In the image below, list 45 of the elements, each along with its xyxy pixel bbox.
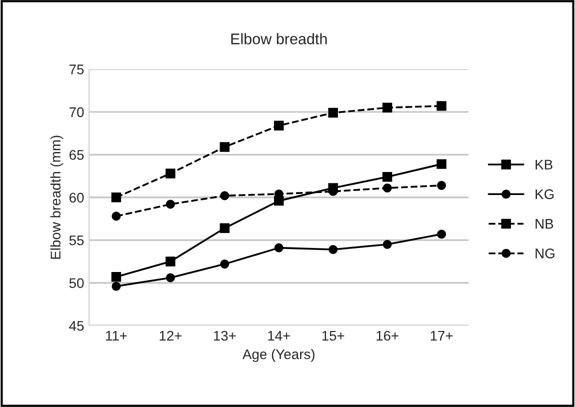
point [112, 212, 121, 221]
point [437, 230, 446, 239]
point [166, 200, 175, 209]
chart-title: Elbow breadth [231, 33, 327, 44]
point [328, 245, 338, 254]
point [111, 272, 122, 282]
point [328, 108, 338, 118]
point [112, 282, 121, 291]
point [274, 243, 284, 252]
point [274, 120, 284, 130]
point [437, 180, 446, 190]
x-tick-label: 13+ [214, 330, 236, 341]
legend-label: KG [536, 189, 554, 200]
x-tick-label: 12+ [160, 330, 182, 341]
point [166, 168, 176, 178]
y-tick-label: 70 [70, 107, 84, 118]
x-tick-label: 16+ [376, 330, 398, 341]
y-tick-label: 75 [70, 64, 84, 74]
legend-label: NB [536, 219, 554, 229]
point [436, 101, 446, 111]
x-tick-label: 17+ [430, 330, 453, 341]
y-tick-label: 50 [69, 278, 84, 288]
y-tick-label: 60 [70, 192, 84, 203]
point [220, 223, 230, 234]
point [166, 256, 176, 266]
y-axis-title: Elbow breadth (mm) [50, 136, 64, 259]
point [382, 183, 392, 193]
point [436, 159, 446, 169]
point [220, 191, 230, 200]
x-tick-label: 15+ [322, 330, 344, 341]
y-tick-label: 45 [69, 321, 84, 331]
point [220, 142, 230, 152]
legend-label: KB [536, 160, 552, 170]
x-axis-title: Age (Years) [242, 348, 314, 362]
x-tick-label: 14+ [268, 330, 290, 341]
point [382, 102, 392, 113]
point [382, 240, 392, 249]
y-tick-label: 65 [70, 150, 84, 160]
x-tick-label: 11+ [106, 330, 127, 341]
point [111, 192, 122, 202]
point [220, 260, 230, 269]
point [166, 273, 175, 282]
legend-label: NG [536, 248, 554, 258]
point [382, 172, 392, 182]
y-tick-label: 55 [69, 236, 84, 246]
